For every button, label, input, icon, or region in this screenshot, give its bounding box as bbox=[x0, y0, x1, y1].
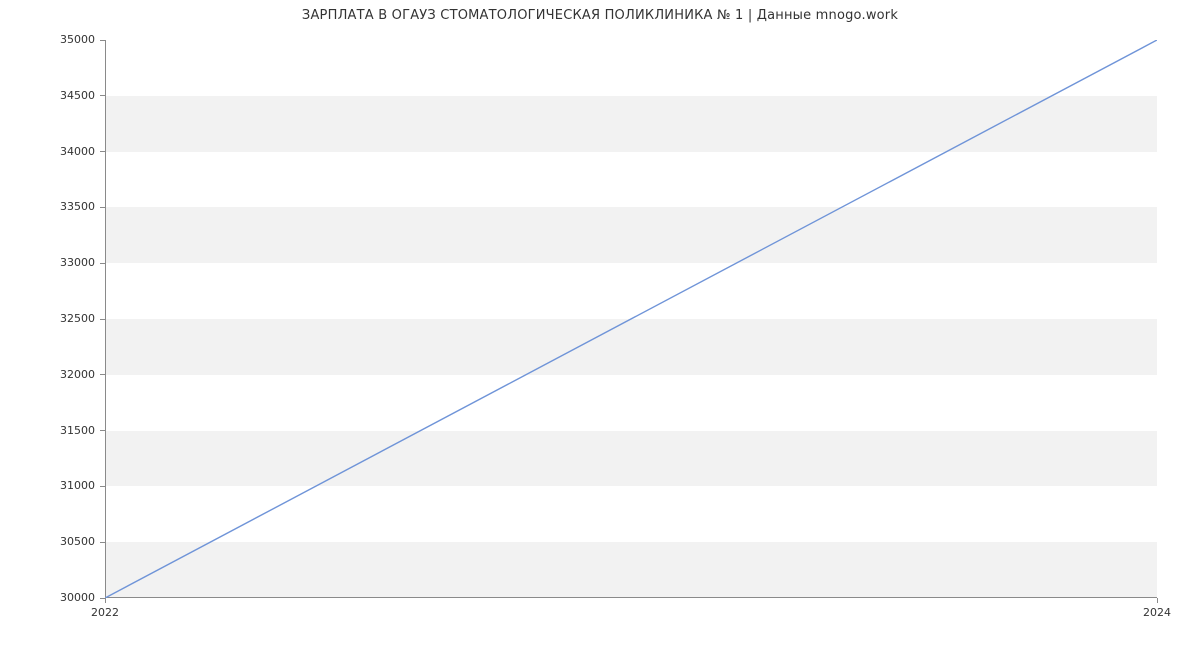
x-tick-mark bbox=[1157, 598, 1158, 603]
y-tick-label: 33000 bbox=[45, 256, 95, 269]
y-tick-label: 34000 bbox=[45, 145, 95, 158]
y-tick-label: 35000 bbox=[45, 33, 95, 46]
y-tick-mark bbox=[100, 95, 105, 96]
y-tick-label: 30500 bbox=[45, 535, 95, 548]
y-tick-mark bbox=[100, 151, 105, 152]
chart-title: ЗАРПЛАТА В ОГАУЗ СТОМАТОЛОГИЧЕСКАЯ ПОЛИК… bbox=[0, 8, 1200, 23]
y-tick-label: 30000 bbox=[45, 591, 95, 604]
y-tick-mark bbox=[100, 486, 105, 487]
y-tick-mark bbox=[100, 263, 105, 264]
y-tick-mark bbox=[100, 207, 105, 208]
plot-area bbox=[105, 40, 1157, 598]
series-svg bbox=[105, 40, 1157, 598]
x-tick-mark bbox=[105, 598, 106, 603]
y-tick-mark bbox=[100, 319, 105, 320]
chart-container: ЗАРПЛАТА В ОГАУЗ СТОМАТОЛОГИЧЕСКАЯ ПОЛИК… bbox=[0, 0, 1200, 650]
y-tick-mark bbox=[100, 40, 105, 41]
y-tick-label: 32500 bbox=[45, 312, 95, 325]
x-tick-label: 2024 bbox=[1127, 606, 1187, 619]
y-tick-mark bbox=[100, 374, 105, 375]
series-line-salary bbox=[105, 40, 1157, 598]
y-tick-label: 31500 bbox=[45, 424, 95, 437]
y-tick-mark bbox=[100, 430, 105, 431]
x-tick-label: 2022 bbox=[75, 606, 135, 619]
y-tick-mark bbox=[100, 542, 105, 543]
y-tick-label: 32000 bbox=[45, 368, 95, 381]
y-tick-label: 31000 bbox=[45, 479, 95, 492]
y-tick-label: 33500 bbox=[45, 200, 95, 213]
y-tick-label: 34500 bbox=[45, 89, 95, 102]
